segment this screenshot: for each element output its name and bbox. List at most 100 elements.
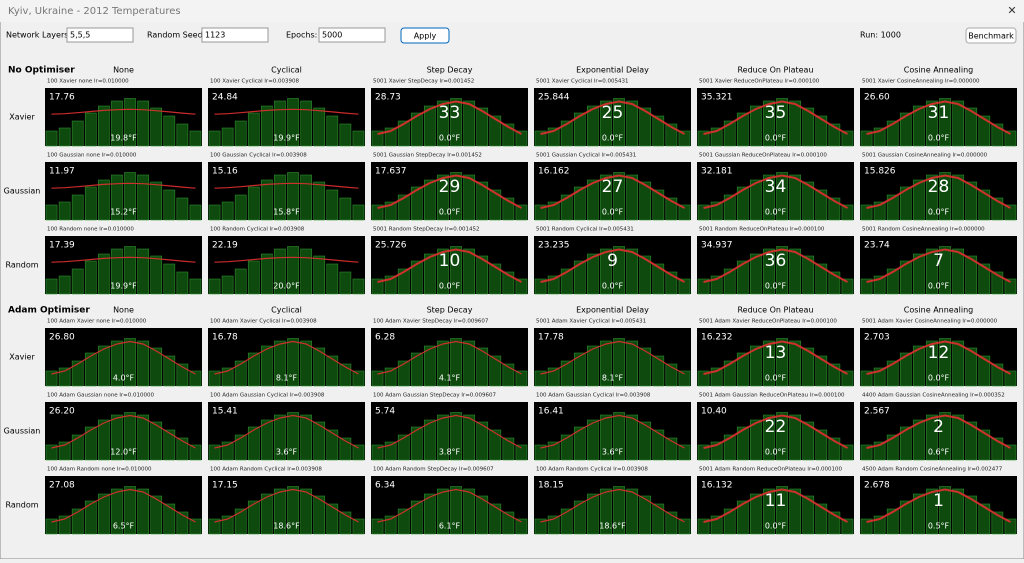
seed-value: 1123 <box>205 31 225 40</box>
temperature-bar <box>652 355 665 387</box>
panel-caption: 4500 Adam Random CosineAnnealing lr=0.00… <box>862 467 1003 473</box>
temperature-bar <box>397 508 410 535</box>
error-value: 25.844 <box>538 93 570 103</box>
rank-value: 29 <box>439 177 461 197</box>
seed-input[interactable] <box>201 27 269 43</box>
temperature-result: 19.9°F <box>273 134 300 143</box>
temperature-bar <box>221 201 234 221</box>
temperature-bar <box>750 179 762 221</box>
temperature-bar <box>71 360 84 387</box>
temperature-bar <box>939 98 951 147</box>
rank-value: 12 <box>928 343 950 363</box>
temperature-bar <box>1004 444 1017 461</box>
temperature-bar <box>789 340 801 387</box>
panel <box>45 236 202 294</box>
error-value: 16.78 <box>212 333 238 343</box>
temperature-bar <box>652 263 665 295</box>
temperature-bar <box>841 444 854 461</box>
temperature-bar <box>534 130 547 147</box>
temperature-bar <box>221 127 234 147</box>
temperature-bar <box>1004 370 1017 387</box>
temperature-bar <box>886 508 899 535</box>
rank-value: 33 <box>439 103 461 123</box>
panel <box>697 402 854 460</box>
temperature-bar <box>274 100 286 147</box>
panel-caption: 5001 Xavier Cyclical lr=0.005431 <box>536 79 629 85</box>
layers-input[interactable] <box>66 27 134 43</box>
temperature-bar <box>437 488 449 535</box>
temperature-bar <box>502 511 515 535</box>
temperature-result: 3.8°F <box>439 448 461 457</box>
rank-value: 11 <box>765 491 787 511</box>
temperature-bar <box>261 345 273 387</box>
temperature-bar <box>463 340 475 387</box>
temperature-bar <box>560 268 573 295</box>
temperature-bar <box>371 444 384 461</box>
temperature-result: 0.0°F <box>602 282 624 291</box>
temperature-bar <box>600 340 612 387</box>
temperature-bar <box>221 441 234 461</box>
temperature-bar <box>326 189 339 221</box>
temperature-bar <box>789 248 801 295</box>
temperature-bar <box>221 367 234 387</box>
temperature-bar <box>991 363 1004 387</box>
temperature-bar <box>437 414 449 461</box>
temperature-bar <box>339 123 352 147</box>
temperature-result: 19.8°F <box>110 134 137 143</box>
column-heading: Exponential Delay <box>576 306 649 315</box>
temperature-bar <box>287 246 299 295</box>
temperature-bar <box>476 495 489 535</box>
benchmark-button[interactable] <box>965 27 1017 44</box>
column-heading: Reduce On Plateau <box>737 306 813 315</box>
temperature-bar <box>939 246 951 295</box>
temperature-bar <box>926 174 938 221</box>
fit-curve <box>866 100 1011 135</box>
temperature-bar <box>58 201 71 221</box>
fit-curve <box>866 340 1011 375</box>
temperature-bar <box>424 493 436 535</box>
fit-curve <box>214 340 359 375</box>
error-value: 26.20 <box>49 407 75 417</box>
panel <box>860 236 1017 294</box>
temperature-bar <box>736 260 749 295</box>
panel <box>45 402 202 460</box>
temperature-bar <box>247 186 260 221</box>
temperature-bar <box>815 263 828 295</box>
temperature-result: 15.8°F <box>273 208 300 217</box>
temperature-bar <box>176 197 189 221</box>
temperature-bar <box>189 278 202 295</box>
temperature-bar <box>124 246 136 295</box>
close-button[interactable]: ✕ <box>1007 4 1016 17</box>
panel-caption: 5001 Adam Xavier CosineAnnealing lr=0.00… <box>862 319 998 325</box>
temperature-bar <box>913 105 925 147</box>
temperature-bar <box>776 246 788 295</box>
temperature-bar <box>352 204 365 221</box>
error-value: 17.15 <box>212 481 238 491</box>
epochs-input[interactable] <box>318 27 386 43</box>
temperature-bar <box>802 347 815 387</box>
temperature-result: 0.0°F <box>439 208 461 217</box>
panel <box>860 88 1017 146</box>
apply-button[interactable] <box>400 27 450 44</box>
temperature-bar <box>176 437 189 461</box>
temperature-bar <box>736 426 749 461</box>
temperature-bar <box>397 360 410 387</box>
temperature-bar <box>776 338 788 387</box>
temperature-bar <box>313 495 326 535</box>
temperature-bar <box>678 130 691 147</box>
error-value: 10.40 <box>701 407 727 417</box>
fit-curve <box>540 488 685 523</box>
panel <box>208 162 365 220</box>
temperature-bar <box>176 271 189 295</box>
temperature-bar <box>450 98 462 147</box>
panel <box>208 88 365 146</box>
temperature-bar <box>763 248 775 295</box>
rank-value: 28 <box>928 177 950 197</box>
temperature-bar <box>750 345 762 387</box>
temperature-result: 18.6°F <box>273 522 300 531</box>
temperature-bar <box>678 444 691 461</box>
temperature-bar <box>489 503 502 535</box>
temperature-bar <box>45 518 58 535</box>
fit-curve <box>377 248 522 283</box>
temperature-bar <box>965 347 978 387</box>
